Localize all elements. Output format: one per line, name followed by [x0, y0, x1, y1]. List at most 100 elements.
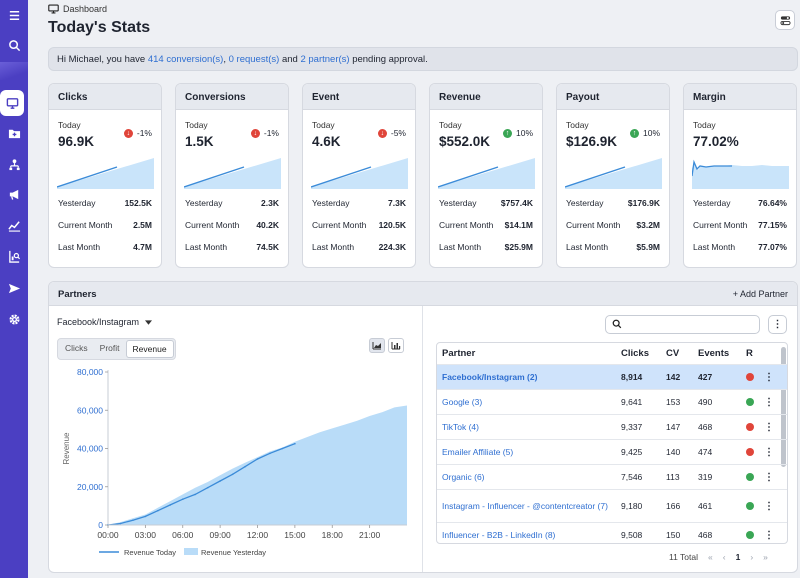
- row-menu-icon[interactable]: ⋮: [764, 529, 774, 541]
- data-point: [132, 519, 134, 521]
- first-page-button[interactable]: «: [708, 552, 713, 562]
- arrow-up-icon: ↑: [629, 128, 639, 138]
- y-tick-label: 20,000: [77, 482, 103, 492]
- breadcrumb-label[interactable]: Dashboard: [63, 4, 108, 14]
- events-cell: 319: [698, 472, 713, 482]
- row-menu-icon[interactable]: ⋮: [764, 500, 774, 512]
- breadcrumb[interactable]: Dashboard: [48, 4, 150, 14]
- current-month-value: 120.5K: [378, 220, 406, 230]
- last-page-button[interactable]: »: [763, 552, 768, 562]
- table-row[interactable]: Instagram - Influencer - @contentcreator…: [437, 490, 787, 523]
- row-menu-icon[interactable]: ⋮: [764, 371, 774, 383]
- table-row[interactable]: Organic (6) 7,546 113 319 ⋮: [437, 465, 787, 490]
- today-value: 77.02%: [693, 134, 739, 149]
- megaphone-icon[interactable]: [0, 181, 28, 207]
- partner-link[interactable]: Influencer - B2B - LinkedIn (8): [442, 529, 556, 540]
- org-chart-icon[interactable]: [0, 151, 28, 177]
- row-menu-icon[interactable]: ⋮: [764, 396, 774, 408]
- partner-link[interactable]: Google (3): [442, 396, 483, 407]
- partner-link[interactable]: Facebook/Instagram (2): [442, 371, 538, 382]
- partner-link[interactable]: Instagram - Influencer - @contentcreator…: [442, 500, 608, 511]
- table-scrollbar[interactable]: [781, 347, 786, 467]
- tab-clicks[interactable]: Clicks: [65, 343, 88, 353]
- today-label: Today: [185, 120, 208, 130]
- tab-revenue[interactable]: Revenue: [125, 340, 174, 358]
- partners-link[interactable]: 2 partner(s): [300, 54, 350, 65]
- page-number[interactable]: 1: [735, 552, 741, 562]
- sparkline-area: [184, 158, 281, 189]
- search-input[interactable]: [605, 315, 760, 334]
- delta-value: -1%: [263, 128, 279, 138]
- table-options-button[interactable]: ⋮: [768, 315, 787, 334]
- row-label: Yesterday: [439, 198, 477, 208]
- data-point: [119, 522, 122, 525]
- table-row[interactable]: Influencer - B2B - LinkedIn (8) 9,508 15…: [437, 523, 787, 543]
- sparkline-area: [57, 158, 154, 189]
- monitor-icon: [48, 4, 59, 14]
- table-row[interactable]: Facebook/Instagram (2) 8,914 142 427 ⋮: [437, 365, 787, 390]
- column-header[interactable]: CV: [666, 348, 680, 359]
- table-row[interactable]: Emailer Affiliate (5) 9,425 140 474 ⋮: [437, 440, 787, 465]
- table-row[interactable]: Google (3) 9,641 153 490 ⋮: [437, 390, 787, 415]
- partner-link[interactable]: TikTok (4): [442, 421, 479, 432]
- x-tick-label: 15:00: [284, 530, 306, 540]
- search-icon[interactable]: [0, 32, 28, 58]
- sparkline: [565, 158, 662, 189]
- settings-toggle-button[interactable]: [775, 10, 795, 30]
- area-chart-icon[interactable]: [369, 338, 385, 353]
- sparkline-area: [692, 164, 789, 189]
- x-tick-label: 18:00: [322, 530, 344, 540]
- greeting-text: Hi Michael, you have: [57, 54, 148, 65]
- events-cell: 468: [698, 530, 713, 540]
- add-partner-button[interactable]: + Add Partner: [732, 289, 788, 299]
- row-label: Yesterday: [58, 198, 96, 208]
- delta-value: 10%: [515, 128, 533, 138]
- menu-icon[interactable]: [0, 2, 28, 28]
- partner-link[interactable]: Organic (6): [442, 471, 485, 482]
- row-menu-icon[interactable]: ⋮: [764, 471, 774, 483]
- send-icon[interactable]: [0, 275, 28, 301]
- prev-page-button[interactable]: ‹: [722, 552, 726, 562]
- y-tick-label: 80,000: [77, 367, 103, 377]
- stat-card-payout: Payout Today $126.9K ↑ 10% Yesterday $176.…: [556, 83, 670, 268]
- tab-profit[interactable]: Profit: [99, 343, 120, 353]
- card-title: Revenue: [430, 84, 542, 110]
- row-menu-icon[interactable]: ⋮: [764, 421, 774, 433]
- data-point: [194, 493, 196, 496]
- card-title: Payout: [557, 84, 669, 110]
- column-header[interactable]: Clicks: [621, 348, 649, 359]
- data-point: [231, 473, 234, 476]
- partner-select[interactable]: Facebook/Instagram: [57, 317, 153, 327]
- yesterday-row: Yesterday 7.3K: [312, 198, 406, 208]
- trend-icon[interactable]: [0, 212, 28, 238]
- last-month-value: 74.5K: [256, 242, 279, 252]
- column-header[interactable]: Events: [698, 348, 730, 359]
- requests-link[interactable]: 0 request(s): [228, 54, 280, 65]
- row-menu-icon[interactable]: ⋮: [764, 446, 774, 458]
- folder-add-icon[interactable]: [0, 120, 28, 146]
- delta-indicator: ↓ -1%: [123, 128, 152, 138]
- bar-chart-icon[interactable]: [388, 338, 404, 353]
- report-search-icon[interactable]: [0, 243, 28, 269]
- partner-link[interactable]: Emailer Affiliate (5): [442, 446, 514, 457]
- partners-panel: Partners + Add Partner Facebook/Instagra…: [48, 281, 798, 573]
- current-month-row: Current Month 40.2K: [185, 220, 279, 230]
- column-header[interactable]: R: [746, 348, 753, 359]
- column-header[interactable]: Partner: [442, 348, 476, 359]
- table-row[interactable]: TikTok (4) 9,337 147 468 ⋮: [437, 415, 787, 440]
- events-cell: 474: [698, 447, 713, 457]
- yesterday-row: Yesterday $176.9K: [566, 198, 660, 208]
- gear-icon[interactable]: [0, 306, 28, 332]
- sparkline-line: [184, 166, 245, 188]
- next-page-button[interactable]: ›: [750, 552, 754, 562]
- row-label: Current Month: [439, 220, 494, 230]
- dashboard-icon[interactable]: [0, 90, 24, 116]
- conversions-link[interactable]: 414 conversion(s): [147, 54, 224, 65]
- sparkline-area: [438, 158, 535, 189]
- clicks-cell: 9,425: [621, 447, 643, 457]
- sparkline: [438, 158, 535, 189]
- stat-card-event: Event Today 4.6K ↓ -5% Yesterday 7.3K Curr…: [302, 83, 416, 268]
- yesterday-value: 76.64%: [758, 198, 787, 208]
- cv-cell: 166: [666, 501, 681, 511]
- row-label: Last Month: [312, 242, 355, 252]
